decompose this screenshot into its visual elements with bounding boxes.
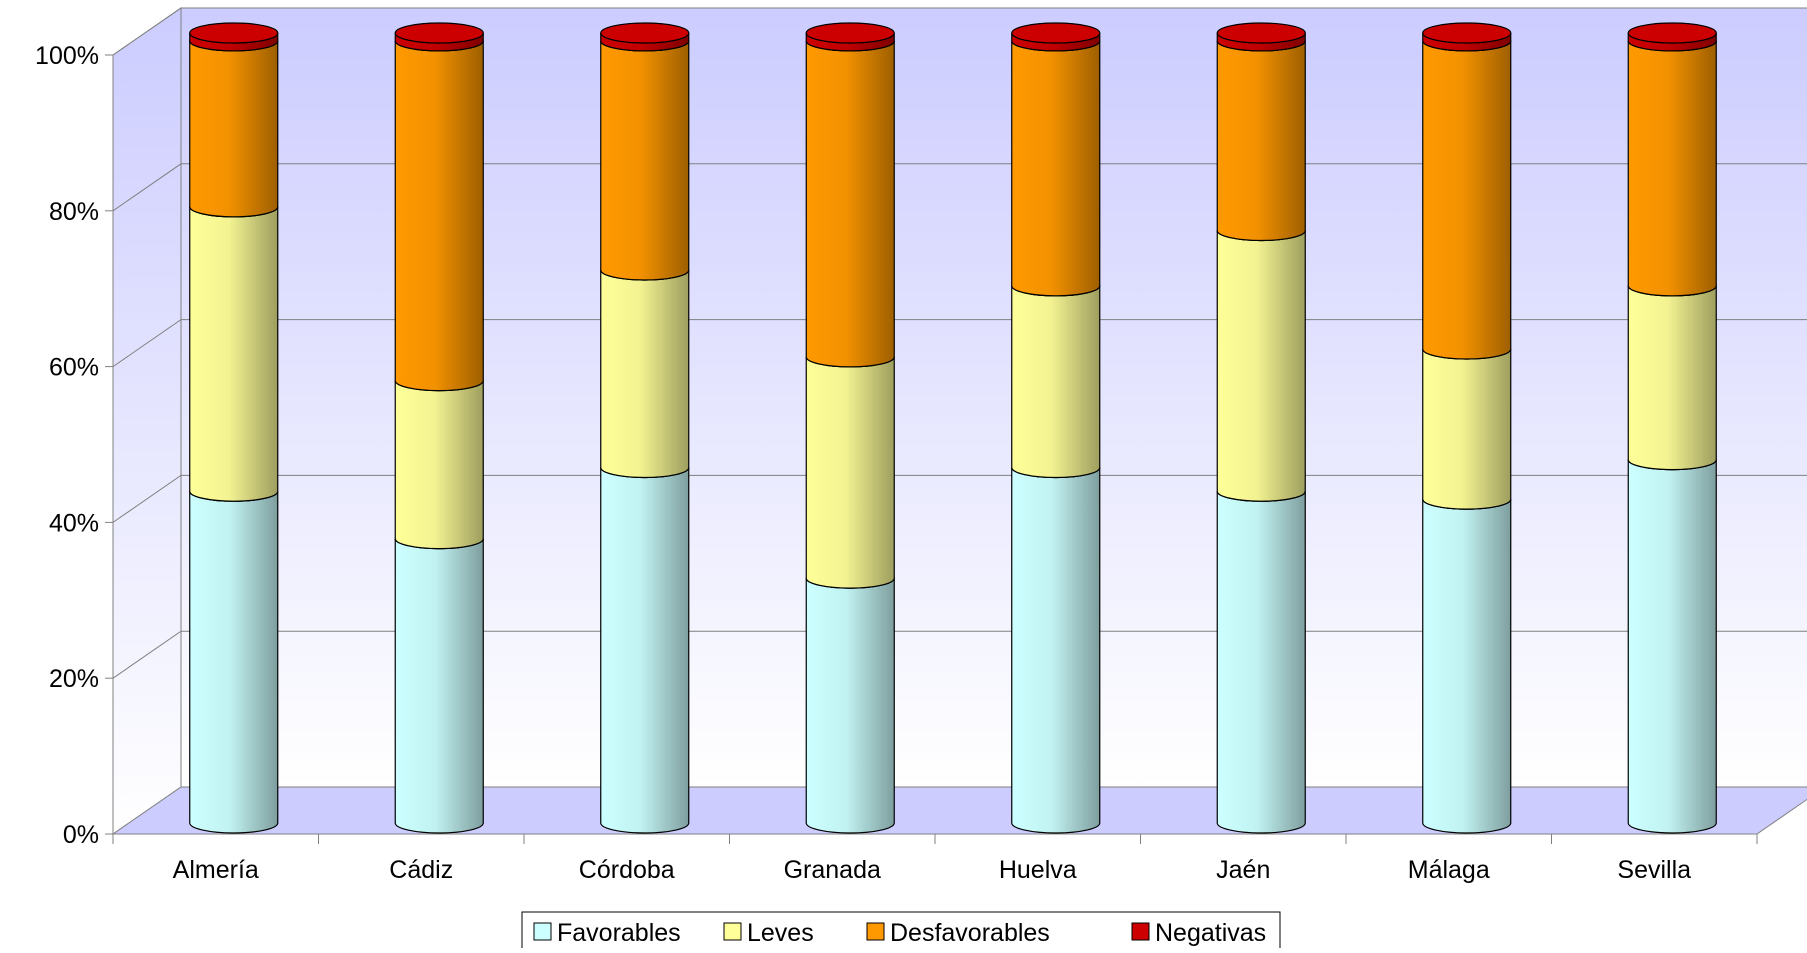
- x-tick-label: Almería: [173, 856, 259, 884]
- x-tick-label: Málaga: [1408, 856, 1490, 884]
- bar-segment-shade: [1011, 40, 1101, 297]
- x-tick-label: Huelva: [999, 856, 1077, 884]
- gridline: [112, 7, 1807, 56]
- y-axis: 0% 20% 40% 60% 80% 100%: [35, 42, 114, 849]
- bar-segment-shade: [805, 356, 895, 589]
- legend-swatch: [1131, 922, 1150, 941]
- bar-top-cap: [1216, 22, 1306, 44]
- bar-stack: [189, 22, 279, 834]
- side-wall: [112, 7, 182, 835]
- bar-stack: [1216, 22, 1306, 834]
- floor: [111, 786, 1807, 835]
- legend-label: Leves: [747, 919, 814, 947]
- legend-box: [521, 911, 1281, 951]
- bar-segment-shade: [394, 380, 484, 550]
- bar-segment-shade: [1422, 348, 1512, 510]
- legend-item: Desfavorables: [866, 919, 1050, 947]
- bar-segment-shade: [1627, 285, 1717, 471]
- legend-swatch: [723, 922, 742, 941]
- chart-walls: [111, 7, 1807, 835]
- y-tick-label: 100%: [35, 42, 99, 70]
- bars: [189, 22, 1717, 834]
- bar-segment-shade: [189, 491, 279, 834]
- bar-segment-shade: [189, 206, 279, 502]
- bar-top-cap: [600, 22, 690, 44]
- bar-segment-shade: [805, 40, 895, 368]
- legend: Favorables Leves Desfavorables Negativas: [521, 911, 1281, 951]
- bar-top-cap: [805, 22, 895, 44]
- bar-segment-shade: [1216, 40, 1306, 242]
- legend-label: Desfavorables: [890, 919, 1050, 947]
- bar-segment-shade: [1422, 40, 1512, 360]
- y-tick-label: 0%: [63, 821, 99, 849]
- bar-stack: [805, 22, 895, 834]
- bar-segment-shade: [805, 577, 895, 834]
- bar-segment-shade: [1216, 491, 1306, 834]
- x-tick-label: Cádiz: [389, 856, 453, 884]
- legend-item: Leves: [723, 919, 814, 947]
- bar-segment-shade: [1422, 498, 1512, 834]
- y-tick-label: 20%: [49, 665, 99, 693]
- x-tick-label: Granada: [784, 856, 881, 884]
- legend-label: Negativas: [1155, 919, 1266, 947]
- x-tick-label: Jaén: [1216, 856, 1270, 884]
- bar-segment-shade: [1011, 467, 1101, 834]
- bar-segment-shade: [394, 538, 484, 834]
- bar-segment-shade: [1216, 230, 1306, 502]
- legend-item: Favorables: [533, 919, 681, 947]
- x-tick-label: Sevilla: [1617, 856, 1691, 884]
- bar-segment-shade: [394, 40, 484, 392]
- bar-segment-shade: [600, 269, 690, 479]
- bar-segment-shade: [1627, 40, 1717, 297]
- bar-top-cap: [394, 22, 484, 44]
- bar-top-cap: [1011, 22, 1101, 44]
- y-tick-label: 60%: [49, 354, 99, 382]
- bar-segment-shade: [600, 467, 690, 834]
- x-tick-label: Córdoba: [579, 856, 675, 884]
- bar-stack: [1627, 22, 1717, 834]
- bar-top-cap: [1627, 22, 1717, 44]
- y-tick-label: 40%: [49, 509, 99, 537]
- bar-segment-shade: [189, 40, 279, 218]
- bar-stack: [600, 22, 690, 834]
- legend-swatch: [866, 922, 885, 941]
- legend-label: Favorables: [557, 919, 681, 947]
- bar-top-cap: [189, 22, 279, 44]
- x-axis: Almería Cádiz Córdoba Granada Huelva Jaén Mála…: [112, 833, 1758, 884]
- bar-segment-shade: [1011, 285, 1101, 479]
- bar-stack: [1422, 22, 1512, 834]
- bar-segment-shade: [1627, 459, 1717, 834]
- bar-segment-shade: [600, 40, 690, 281]
- bar-stack: [1011, 22, 1101, 834]
- bar-stack: [394, 22, 484, 834]
- legend-item: Negativas: [1131, 919, 1266, 947]
- y-tick-label: 80%: [49, 198, 99, 226]
- bar-top-cap: [1422, 22, 1512, 44]
- legend-swatch: [533, 922, 552, 941]
